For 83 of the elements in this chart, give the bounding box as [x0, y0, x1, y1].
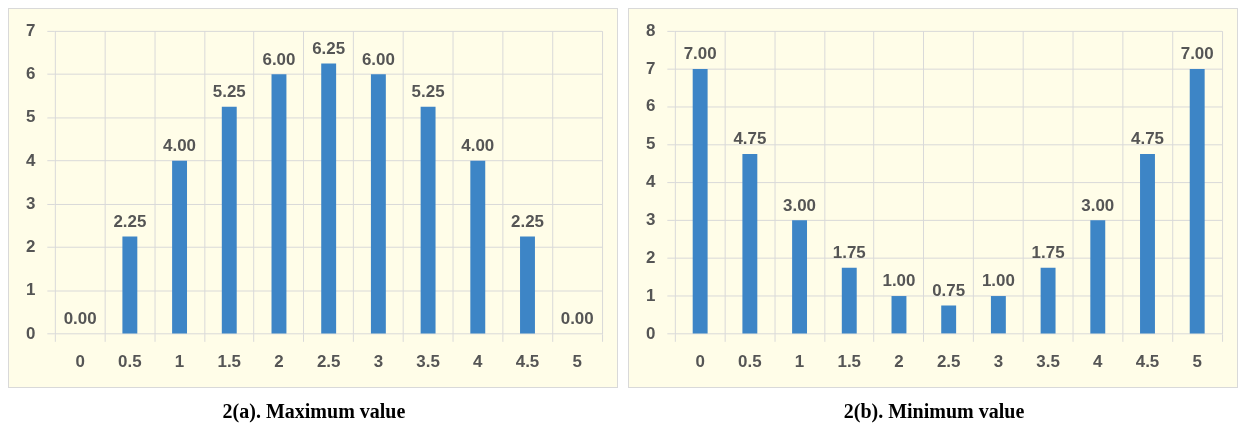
y-tick-label: 4 — [645, 172, 656, 192]
bar — [221, 106, 237, 334]
y-tick-label: 5 — [25, 107, 36, 127]
bar — [420, 106, 436, 334]
data-label: 0.75 — [932, 280, 966, 300]
x-tick-label: 2.5 — [936, 351, 961, 371]
x-tick-label: 2 — [274, 351, 284, 371]
data-label: 7.00 — [1180, 44, 1214, 64]
data-label: 4.00 — [163, 136, 197, 156]
x-tick-label: 1.5 — [837, 351, 862, 371]
text: 2(b). Minimum value — [842, 400, 1026, 423]
data-label: 3.00 — [783, 195, 817, 215]
y-tick-label: 6 — [645, 96, 656, 116]
data-label: 1.00 — [882, 271, 916, 291]
bar — [990, 296, 1006, 334]
data-label: 1.75 — [1031, 242, 1065, 262]
y-tick-label: 2 — [645, 247, 656, 267]
x-tick-label: 2.5 — [316, 351, 341, 371]
data-label: 1.00 — [981, 271, 1015, 291]
y-tick-label: 6 — [25, 64, 36, 83]
x-tick-label: 4 — [1093, 351, 1104, 371]
data-label: 0.00 — [560, 309, 594, 329]
y-tick-label: 2 — [25, 237, 36, 257]
bar — [891, 296, 907, 334]
bar — [841, 267, 857, 334]
y-tick-label: 5 — [645, 134, 656, 154]
bar — [321, 63, 337, 334]
data-label: 2.25 — [511, 211, 544, 231]
data-label: 5.25 — [411, 82, 445, 102]
bar — [692, 68, 708, 334]
bar — [172, 160, 188, 334]
data-label: 3.00 — [1081, 195, 1115, 215]
bar — [370, 74, 386, 334]
x-tick-label: 5 — [1192, 351, 1202, 371]
bar — [520, 236, 535, 334]
data-label: 4.00 — [461, 136, 495, 156]
x-tick-label: 5 — [572, 351, 582, 371]
x-tick-label: 1 — [794, 351, 805, 371]
data-label: 4.75 — [1131, 129, 1164, 149]
x-tick-label: 1 — [174, 351, 185, 371]
y-tick-label: 7 — [645, 58, 656, 78]
text: 2(a). Maximum value — [221, 400, 407, 423]
data-label: 6.00 — [361, 49, 395, 69]
y-tick-label: 3 — [25, 193, 36, 213]
x-tick-label: 3.5 — [416, 351, 440, 371]
x-tick-label: 3.5 — [1036, 351, 1060, 371]
y-tick-label: 8 — [645, 20, 656, 40]
data-label: 0.00 — [63, 309, 97, 329]
x-tick-label: 0.5 — [118, 351, 142, 371]
bar — [792, 220, 808, 334]
x-tick-label: 4.5 — [1135, 351, 1160, 371]
data-label: 4.75 — [733, 129, 767, 149]
x-tick-label: 2 — [894, 351, 904, 371]
y-tick-label: 7 — [25, 20, 36, 40]
y-tick-label: 3 — [645, 210, 656, 229]
bar — [122, 236, 138, 334]
bar — [1140, 154, 1155, 334]
bar — [271, 74, 287, 334]
x-tick-label: 0 — [75, 351, 85, 371]
data-label: 6.25 — [312, 38, 346, 58]
y-tick-label: 4 — [25, 150, 36, 170]
x-tick-label: 3 — [373, 351, 384, 371]
bar — [1040, 267, 1056, 334]
data-label: 5.25 — [212, 82, 246, 102]
y-tick-label: 1 — [645, 285, 656, 305]
bar — [470, 160, 486, 334]
x-tick-label: 3 — [993, 351, 1004, 371]
data-label: 7.00 — [683, 44, 717, 64]
x-tick-label: 0.5 — [738, 351, 762, 371]
data-label: 6.00 — [262, 49, 296, 69]
x-tick-label: 4 — [473, 351, 484, 371]
x-tick-label: 0 — [695, 351, 705, 371]
bar — [742, 154, 758, 334]
y-tick-label: 0 — [645, 323, 656, 343]
y-tick-label: 0 — [25, 323, 36, 343]
bar — [1090, 220, 1106, 334]
bar — [1189, 68, 1205, 334]
bar — [941, 305, 957, 334]
x-tick-label: 1.5 — [217, 351, 242, 371]
x-tick-label: 4.5 — [515, 351, 540, 371]
data-label: 1.75 — [832, 242, 866, 262]
y-tick-label: 1 — [25, 280, 36, 300]
data-label: 2.25 — [113, 211, 147, 231]
